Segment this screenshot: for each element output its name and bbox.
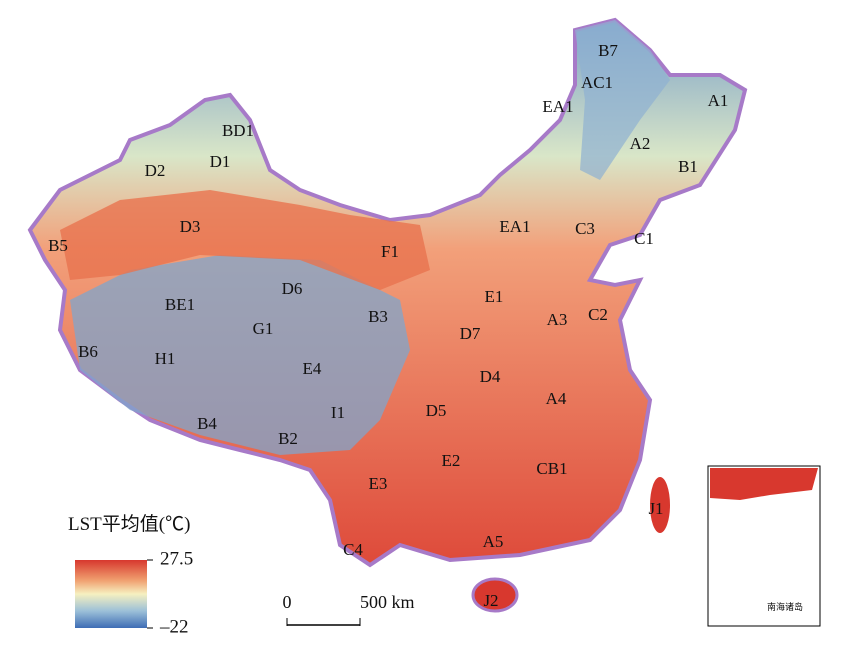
region-label: H1	[155, 349, 176, 368]
legend-tick-label: 27.5	[160, 548, 193, 569]
region-label: J2	[483, 591, 498, 610]
region-label: E1	[485, 287, 504, 306]
region-label: B2	[278, 429, 298, 448]
region-label: CB1	[536, 459, 567, 478]
region-label: A5	[483, 532, 504, 551]
region-label: B1	[678, 157, 698, 176]
region-label: B4	[197, 414, 217, 433]
region-label: D1	[210, 152, 231, 171]
scale-label: 0	[283, 592, 292, 612]
north-cold-zone	[575, 20, 670, 180]
legend-title: LST平均值(℃)	[68, 513, 190, 535]
desert-warm-zone	[60, 190, 430, 290]
scale-label: 500 km	[360, 592, 415, 612]
legend-bar	[75, 560, 147, 628]
region-label: B5	[48, 236, 68, 255]
region-label: A3	[547, 310, 568, 329]
region-label: F1	[381, 242, 399, 261]
region-label: BE1	[165, 295, 195, 314]
region-label: C4	[343, 540, 363, 559]
plateau-cold-zone	[70, 255, 410, 455]
region-label: D6	[282, 279, 303, 298]
inset-land	[710, 468, 818, 500]
taiwan	[650, 477, 670, 533]
inset-label: 南海诸岛	[767, 601, 803, 612]
region-label: B3	[368, 307, 388, 326]
region-label: E2	[442, 451, 461, 470]
region-label: B7	[598, 41, 618, 60]
region-label: AC1	[581, 73, 613, 92]
region-label: A1	[708, 91, 729, 110]
region-label: C2	[588, 305, 608, 324]
region-label: D3	[180, 217, 201, 236]
region-label: I1	[331, 403, 345, 422]
region-label: D5	[426, 401, 447, 420]
region-label: B6	[78, 342, 98, 361]
region-label: E4	[303, 359, 322, 378]
region-label: A2	[630, 134, 651, 153]
region-label: EA1	[542, 97, 573, 116]
region-label: D7	[460, 324, 481, 343]
region-label: EA1	[499, 217, 530, 236]
region-label: J1	[648, 499, 663, 518]
region-label: E3	[369, 474, 388, 493]
region-label: BD1	[222, 121, 254, 140]
legend-tick-label: –22	[159, 616, 189, 637]
region-label: C1	[634, 229, 654, 248]
region-label: G1	[253, 319, 274, 338]
region-label: C3	[575, 219, 595, 238]
hainan	[471, 577, 519, 613]
region-label: D4	[480, 367, 501, 386]
region-label: D2	[145, 161, 166, 180]
region-label: A4	[546, 389, 567, 408]
